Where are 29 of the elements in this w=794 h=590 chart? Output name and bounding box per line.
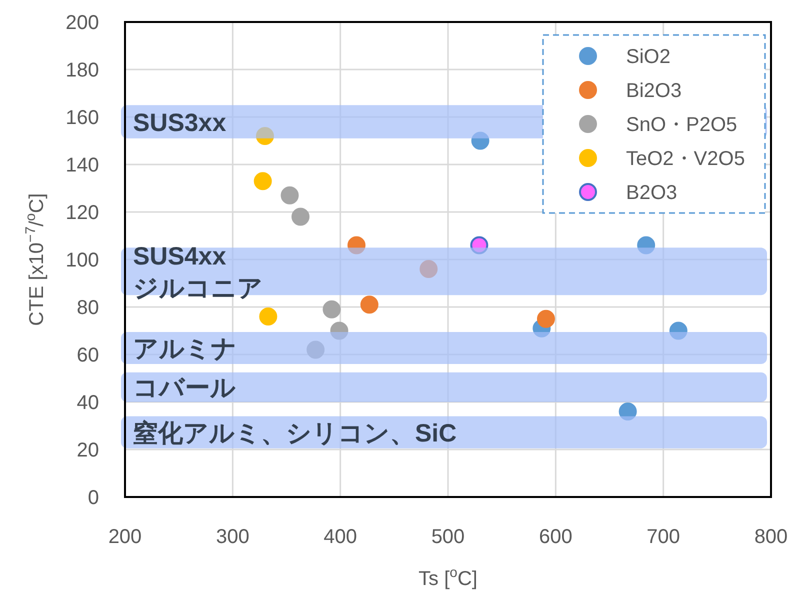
y-tick-label: 60 — [76, 344, 99, 366]
x-tick-label: 800 — [754, 526, 788, 548]
x-tick-label: 700 — [646, 526, 680, 548]
y-tick-label: 100 — [66, 250, 99, 272]
legend-label: SnO・P2O5 — [626, 114, 738, 136]
y-tick-label: 20 — [76, 440, 99, 462]
x-tick-label: 200 — [108, 526, 142, 548]
legend-label: B2O3 — [626, 182, 678, 204]
x-tick-label: 600 — [538, 526, 572, 548]
y-tick-label: 0 — [88, 487, 99, 509]
x-axis-title: Ts [$^{o}$C] — [418, 564, 478, 590]
x-tick-label: 500 — [431, 526, 465, 548]
y-tick-label: 140 — [66, 154, 99, 176]
y-tick-label: 120 — [66, 202, 99, 224]
y-tick-label: 40 — [76, 392, 99, 414]
legend-label: Bi2O3 — [626, 80, 682, 102]
y-tick-label: 180 — [66, 60, 99, 82]
x-tick-label: 300 — [216, 526, 250, 548]
legend-label: TeO2・V2O5 — [626, 148, 745, 170]
y-tick-label: 200 — [66, 12, 99, 34]
y-tick-label: 80 — [76, 297, 99, 319]
band-label: 窒化アルミ、シリコン、SiC — [133, 419, 457, 448]
y-tick-label: 160 — [66, 107, 99, 129]
band-label: アルミナ — [133, 334, 237, 363]
x-tick-label: 400 — [324, 526, 358, 548]
band-label: SUS3xx — [133, 108, 226, 137]
band-label: SUS4xx ジルコニア — [133, 242, 263, 302]
legend-label: SiO2 — [626, 46, 670, 68]
band-label: コバール — [133, 374, 236, 402]
